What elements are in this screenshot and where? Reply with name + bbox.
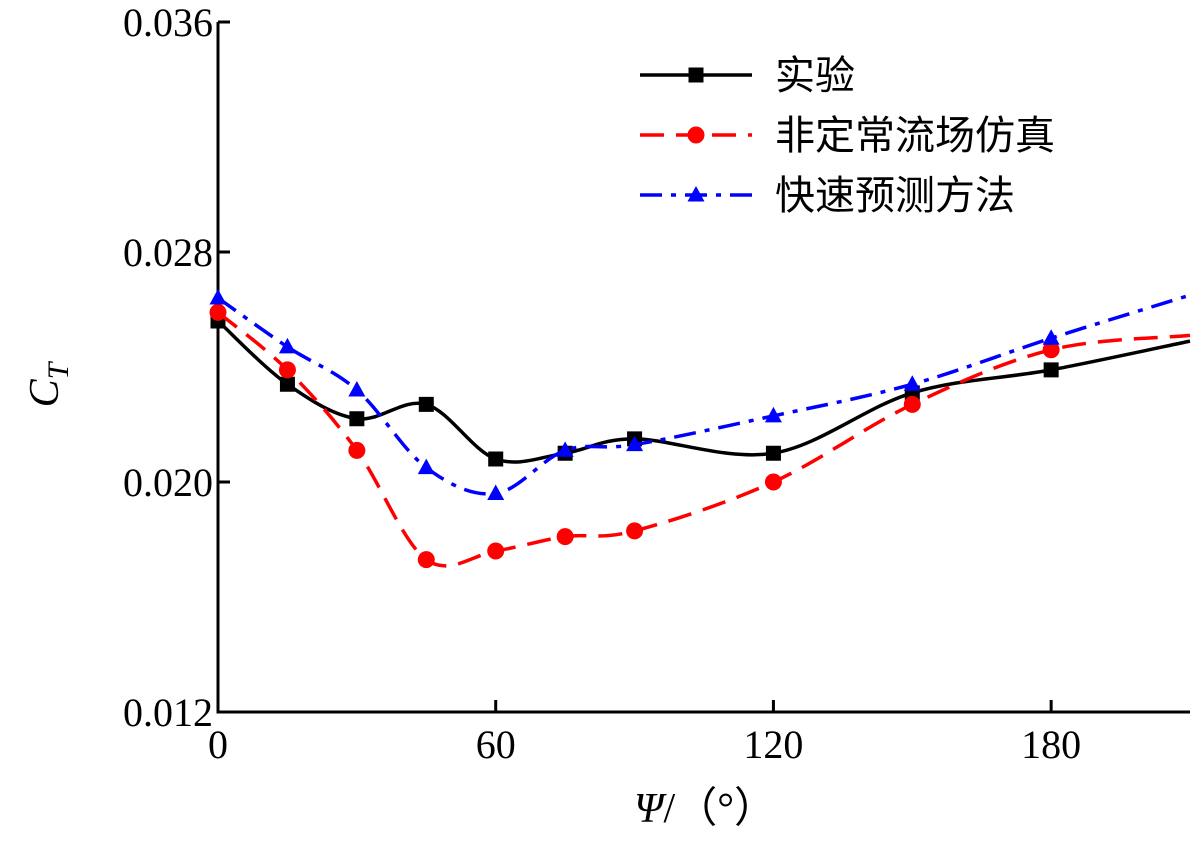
data-point [626, 435, 644, 452]
data-point [487, 542, 505, 560]
y-tick-label: 0.012 [123, 690, 213, 735]
legend-item-3: 快速预测方法 [640, 173, 1015, 219]
data-point [488, 451, 504, 467]
data-point [903, 375, 921, 391]
data-point [1042, 329, 1060, 345]
data-point [903, 395, 921, 413]
data-point [1042, 341, 1060, 359]
data-point [626, 522, 644, 540]
data-point [349, 411, 365, 427]
axes: 0.012 0.020 0.028 0.036 0 60 120 180 [123, 0, 1190, 767]
x-axis-unit: /（°） [664, 786, 776, 832]
legend-marker [687, 126, 705, 144]
y-axis-subscript: T [42, 360, 75, 379]
data-point [418, 396, 434, 412]
series-layer [209, 289, 1191, 569]
data-point [278, 361, 296, 379]
x-axis-title: Ψ/（°） [634, 786, 776, 832]
x-tick-label: 60 [476, 722, 516, 767]
legend-label: 非定常流场仿真 [775, 113, 1055, 159]
y-tick-label: 0.020 [123, 460, 213, 505]
data-point [765, 445, 781, 461]
x-tick-label: 0 [208, 722, 228, 767]
series-2 [209, 303, 1191, 569]
data-point [417, 551, 435, 569]
y-axis-symbol: C [22, 378, 68, 407]
data-point [1043, 362, 1059, 378]
data-point [764, 473, 782, 491]
legend-item-2: 非定常流场仿真 [640, 113, 1055, 159]
data-point [487, 484, 505, 500]
legend-label: 快速预测方法 [775, 173, 1015, 219]
data-point [556, 441, 574, 457]
legend-marker [687, 186, 705, 202]
series-3 [209, 289, 1191, 500]
data-point [209, 289, 227, 305]
legend-label: 实验 [775, 53, 855, 99]
data-point [556, 528, 574, 546]
legend-item-1: 实验 [640, 53, 855, 99]
x-tick-label: 120 [743, 722, 803, 767]
data-point [348, 441, 366, 459]
y-tick-label: 0.028 [123, 230, 213, 275]
y-tick-label: 0.036 [123, 0, 213, 45]
y-axis-title: CT [22, 360, 75, 407]
data-point [278, 337, 296, 354]
data-point [279, 376, 295, 392]
series-line [216, 311, 1191, 568]
x-tick-label: 180 [1021, 722, 1081, 767]
data-point [764, 406, 782, 423]
series-line [216, 293, 1191, 496]
legend-marker [688, 67, 704, 83]
data-point [417, 458, 435, 475]
data-point [348, 381, 366, 397]
data-point [209, 303, 227, 321]
x-axis-symbol: Ψ [634, 786, 667, 832]
